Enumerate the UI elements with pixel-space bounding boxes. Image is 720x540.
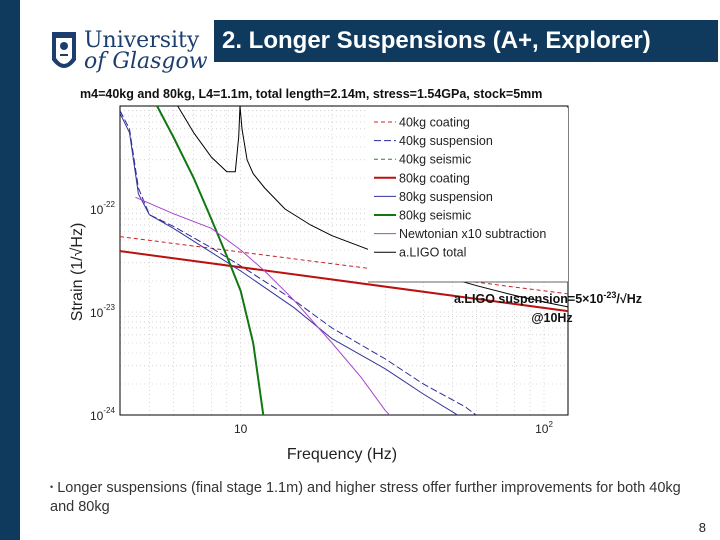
legend-label: Newtonian x10 subtraction — [399, 227, 546, 241]
legend-label: 40kg seismic — [399, 153, 471, 167]
bullet-point: • Longer suspensions (final stage 1.1m) … — [50, 478, 690, 517]
series-line-3 — [156, 106, 264, 415]
annotation-line-2: @10Hz — [531, 311, 572, 325]
x-axis-label: Frequency (Hz) — [287, 446, 397, 463]
legend-box — [368, 108, 568, 282]
title-banner: 2. Longer Suspensions (A+, Explorer) — [212, 18, 720, 64]
logo-line-1: University — [84, 28, 200, 53]
strain-chart: m4=40kg and 80kg, L4=1.1m, total length=… — [69, 87, 642, 463]
y-tick-label: 10-24 — [90, 406, 115, 423]
tick-labels: 10 102 10-22 10-23 10-24 — [90, 200, 553, 436]
y-axis-label: Strain (1/√Hz) — [69, 223, 86, 322]
x-tick-label: 10 — [234, 422, 248, 436]
series-line-2 — [120, 110, 477, 415]
series-line-4 — [120, 250, 568, 313]
bullet-marker: • — [50, 482, 54, 492]
x-tick-label: 102 — [535, 420, 553, 436]
chart-title: m4=40kg and 80kg, L4=1.1m, total length=… — [80, 87, 542, 101]
slide-title: 2. Longer Suspensions (A+, Explorer) — [222, 27, 651, 54]
y-tick-label: 10-22 — [90, 200, 115, 217]
series-line-1 — [120, 236, 568, 295]
logo-line-2: of Glasgow — [84, 49, 208, 74]
series-line-7 — [135, 196, 391, 415]
series-line-5 — [120, 113, 459, 415]
series-line-6 — [156, 106, 265, 415]
series-lines — [120, 106, 568, 415]
legend-label: 40kg coating — [399, 116, 470, 130]
university-logo-text: University of Glasgow — [84, 28, 208, 74]
legend-label: 40kg suspension — [399, 134, 493, 148]
left-accent-bar — [0, 0, 20, 540]
page-number: 8 — [698, 520, 706, 535]
university-crest-icon — [52, 32, 76, 68]
legend-label: a.LIGO total — [399, 246, 466, 260]
legend-label: 80kg suspension — [399, 190, 493, 204]
legend: 40kg coating 40kg suspension 40kg seismic 8… — [368, 108, 568, 283]
y-tick-label: 10-23 — [90, 303, 115, 320]
bullet-text: Longer suspensions (final stage 1.1m) an… — [50, 480, 681, 515]
legend-label: 80kg coating — [399, 171, 470, 185]
annotation-line-1: a.LIGO suspension=5×10-23/√Hz — [454, 290, 642, 306]
legend-label: 80kg seismic — [399, 209, 471, 223]
